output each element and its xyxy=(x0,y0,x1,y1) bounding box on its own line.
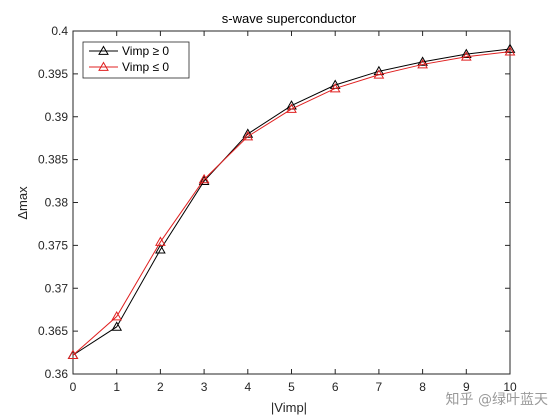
legend: Vimp ≥ 0 Vimp ≤ 0 xyxy=(82,41,190,79)
data-point xyxy=(329,82,341,93)
legend-marker xyxy=(98,61,109,71)
y-axis-title: Δmax xyxy=(15,186,30,220)
x-tick-label: 6 xyxy=(332,380,339,394)
legend-box xyxy=(82,41,190,79)
data-point xyxy=(111,321,123,331)
series-line xyxy=(72,48,511,356)
x-tick-label: 5 xyxy=(288,380,295,394)
y-tick-label: 0.38 xyxy=(45,196,69,210)
series-line xyxy=(72,51,511,356)
x-tick-label: 1 xyxy=(113,380,120,394)
axes-box xyxy=(72,30,511,375)
x-tick-label: 8 xyxy=(419,380,426,394)
y-tick-label: 0.4 xyxy=(51,24,68,38)
data-point xyxy=(504,43,516,53)
x-tick-label: 3 xyxy=(201,380,208,394)
x-tick-label: 4 xyxy=(244,380,251,394)
data-point xyxy=(155,236,166,246)
data-point xyxy=(242,128,254,138)
legend-marker xyxy=(98,45,109,55)
x-tick-label: 0 xyxy=(70,380,77,394)
data-point xyxy=(242,130,254,141)
y-tick-label: 0.375 xyxy=(38,238,68,252)
y-tick-label: 0.36 xyxy=(45,367,69,381)
y-tick-label: 0.39 xyxy=(45,110,69,124)
y-tick-label: 0.365 xyxy=(38,324,68,338)
x-axis: 0 1 2 3 4 5 6 7 8 9 10 xyxy=(70,31,517,394)
watermark: 知乎 @绿叶蓝天 xyxy=(446,391,548,408)
data-point xyxy=(417,58,428,69)
y-axis: 0.36 0.365 0.37 0.375 0.38 0.385 0.39 0.395 0.4 xyxy=(38,24,510,381)
x-axis-title: |Vimp| xyxy=(271,400,307,415)
data-point xyxy=(504,46,516,56)
data-point xyxy=(286,103,297,113)
chart-title: s-wave superconductor xyxy=(222,11,357,26)
legend-label: Vimp ≤ 0 xyxy=(122,60,169,74)
plot-area: 0 1 2 3 4 5 6 7 8 9 10 0.36 0.365 0.37 0.375 0.38 0.385… xyxy=(38,24,517,394)
data-point xyxy=(111,311,123,321)
legend-label: Vimp ≥ 0 xyxy=(122,44,169,58)
x-tick-label: 9 xyxy=(463,380,470,394)
x-tick-label: 2 xyxy=(157,380,164,394)
data-point xyxy=(198,175,210,185)
y-tick-label: 0.37 xyxy=(45,281,69,295)
x-tick-label: 10 xyxy=(503,380,517,394)
y-tick-label: 0.395 xyxy=(38,67,68,81)
series-layer xyxy=(67,43,516,360)
data-point xyxy=(155,244,166,254)
data-point xyxy=(67,349,79,360)
data-point xyxy=(417,56,428,66)
data-point xyxy=(198,173,210,184)
series-2 xyxy=(67,46,516,360)
data-point xyxy=(460,48,472,59)
x-tick-label: 7 xyxy=(376,380,383,394)
y-tick-label: 0.385 xyxy=(38,153,68,167)
data-point xyxy=(460,51,472,61)
data-point xyxy=(373,69,385,79)
